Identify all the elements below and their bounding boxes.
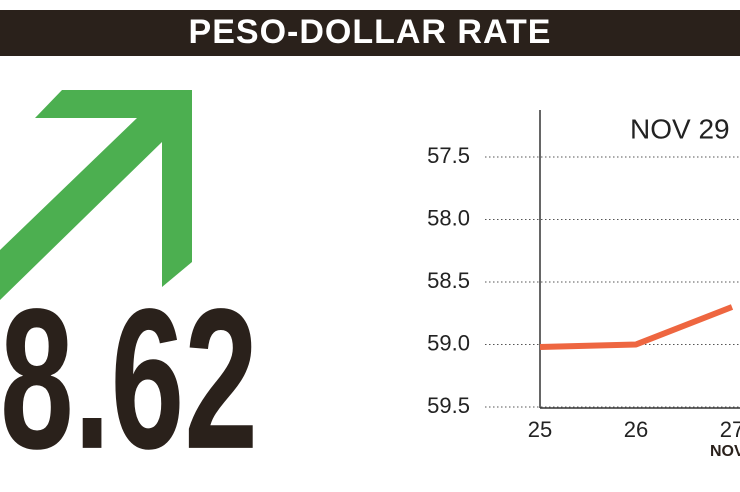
y-tick-label: 59.0 xyxy=(427,330,470,355)
y-tick-label: 57.5 xyxy=(427,143,470,168)
title: PESO-DOLLAR RATE xyxy=(189,13,552,51)
title-bar xyxy=(0,10,740,56)
up-arrow xyxy=(0,90,192,300)
y-tick-label: 59.5 xyxy=(427,393,470,418)
headline-value: 8.62 xyxy=(0,268,258,491)
x-tick-label: 25 xyxy=(528,417,552,442)
x-axis-label: NOV xyxy=(710,443,740,460)
y-tick-label: 58.5 xyxy=(427,268,470,293)
annotation: NOV 29 xyxy=(630,113,730,144)
data-line xyxy=(539,304,734,350)
x-tick-label: 27 xyxy=(720,417,740,442)
x-tick-label: 26 xyxy=(624,417,648,442)
y-tick-label: 58.0 xyxy=(427,205,470,230)
